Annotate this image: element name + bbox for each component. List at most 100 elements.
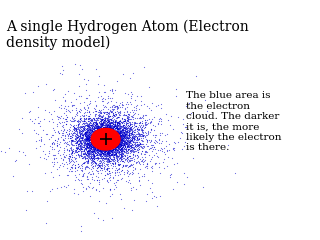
Point (121, 136, 126, 140)
Point (66, 161, 71, 165)
Point (90, 134, 95, 138)
Point (101, 131, 107, 135)
Point (99, 125, 104, 128)
Point (105, 159, 110, 163)
Point (105, 168, 110, 171)
Point (99, 122, 104, 126)
Point (89, 133, 94, 137)
Point (106, 127, 111, 131)
Point (91, 141, 96, 144)
Point (99, 138, 104, 142)
Point (78, 148, 83, 152)
Point (138, 152, 143, 156)
Point (148, 108, 153, 112)
Point (50, 89, 55, 92)
Point (91, 127, 96, 131)
Point (121, 123, 126, 127)
Point (99, 142, 104, 146)
Point (51, 142, 56, 146)
Point (113, 129, 118, 132)
Point (91, 148, 96, 152)
Point (89, 136, 94, 139)
Point (99, 137, 104, 140)
Point (49, 141, 54, 145)
Point (87, 143, 92, 146)
Point (103, 128, 108, 132)
Point (121, 72, 126, 76)
Point (138, 183, 143, 186)
Point (121, 172, 126, 175)
Point (105, 136, 110, 140)
Point (106, 135, 111, 139)
Point (81, 161, 86, 165)
Point (103, 137, 108, 141)
Point (102, 149, 107, 153)
Point (111, 137, 116, 141)
Point (95, 135, 100, 139)
Point (105, 139, 110, 143)
Point (100, 144, 105, 148)
Point (94, 144, 100, 147)
Point (130, 156, 135, 160)
Point (92, 134, 97, 138)
Point (100, 136, 105, 140)
Point (122, 128, 127, 132)
Point (105, 136, 110, 139)
Point (89, 145, 94, 149)
Point (98, 128, 103, 132)
Point (108, 135, 113, 139)
Point (91, 151, 96, 155)
Point (102, 138, 107, 142)
Point (105, 148, 110, 152)
Point (94, 153, 99, 157)
Point (98, 135, 103, 139)
Point (101, 125, 106, 129)
Point (114, 120, 119, 124)
Point (114, 127, 119, 131)
Point (112, 137, 117, 141)
Point (104, 131, 109, 135)
Point (96, 132, 101, 136)
Point (111, 126, 116, 129)
Point (103, 138, 108, 142)
Point (98, 146, 103, 150)
Point (124, 113, 129, 117)
Point (76, 143, 81, 146)
Point (100, 138, 105, 142)
Point (104, 138, 109, 141)
Point (93, 138, 98, 142)
Point (97, 124, 102, 128)
Point (109, 99, 114, 103)
Point (144, 162, 149, 166)
Point (108, 136, 113, 140)
Point (107, 135, 112, 139)
Point (110, 134, 115, 138)
Point (130, 136, 135, 139)
Point (118, 148, 123, 152)
Point (84, 143, 89, 146)
Point (132, 136, 137, 140)
Point (101, 135, 107, 139)
Point (101, 131, 106, 135)
Point (100, 137, 106, 141)
Point (104, 164, 109, 168)
Point (118, 143, 124, 147)
Point (87, 138, 92, 141)
Point (81, 161, 86, 165)
Point (96, 138, 101, 142)
Point (103, 110, 108, 114)
Point (145, 192, 150, 196)
Point (103, 137, 108, 141)
Point (105, 138, 110, 142)
Point (103, 115, 108, 119)
Point (94, 129, 100, 133)
Point (99, 137, 104, 141)
Point (103, 125, 108, 129)
Point (111, 140, 116, 144)
Point (106, 145, 111, 149)
Point (119, 154, 124, 158)
Point (89, 132, 94, 136)
Point (116, 145, 121, 149)
Point (88, 142, 93, 145)
Point (79, 155, 84, 158)
